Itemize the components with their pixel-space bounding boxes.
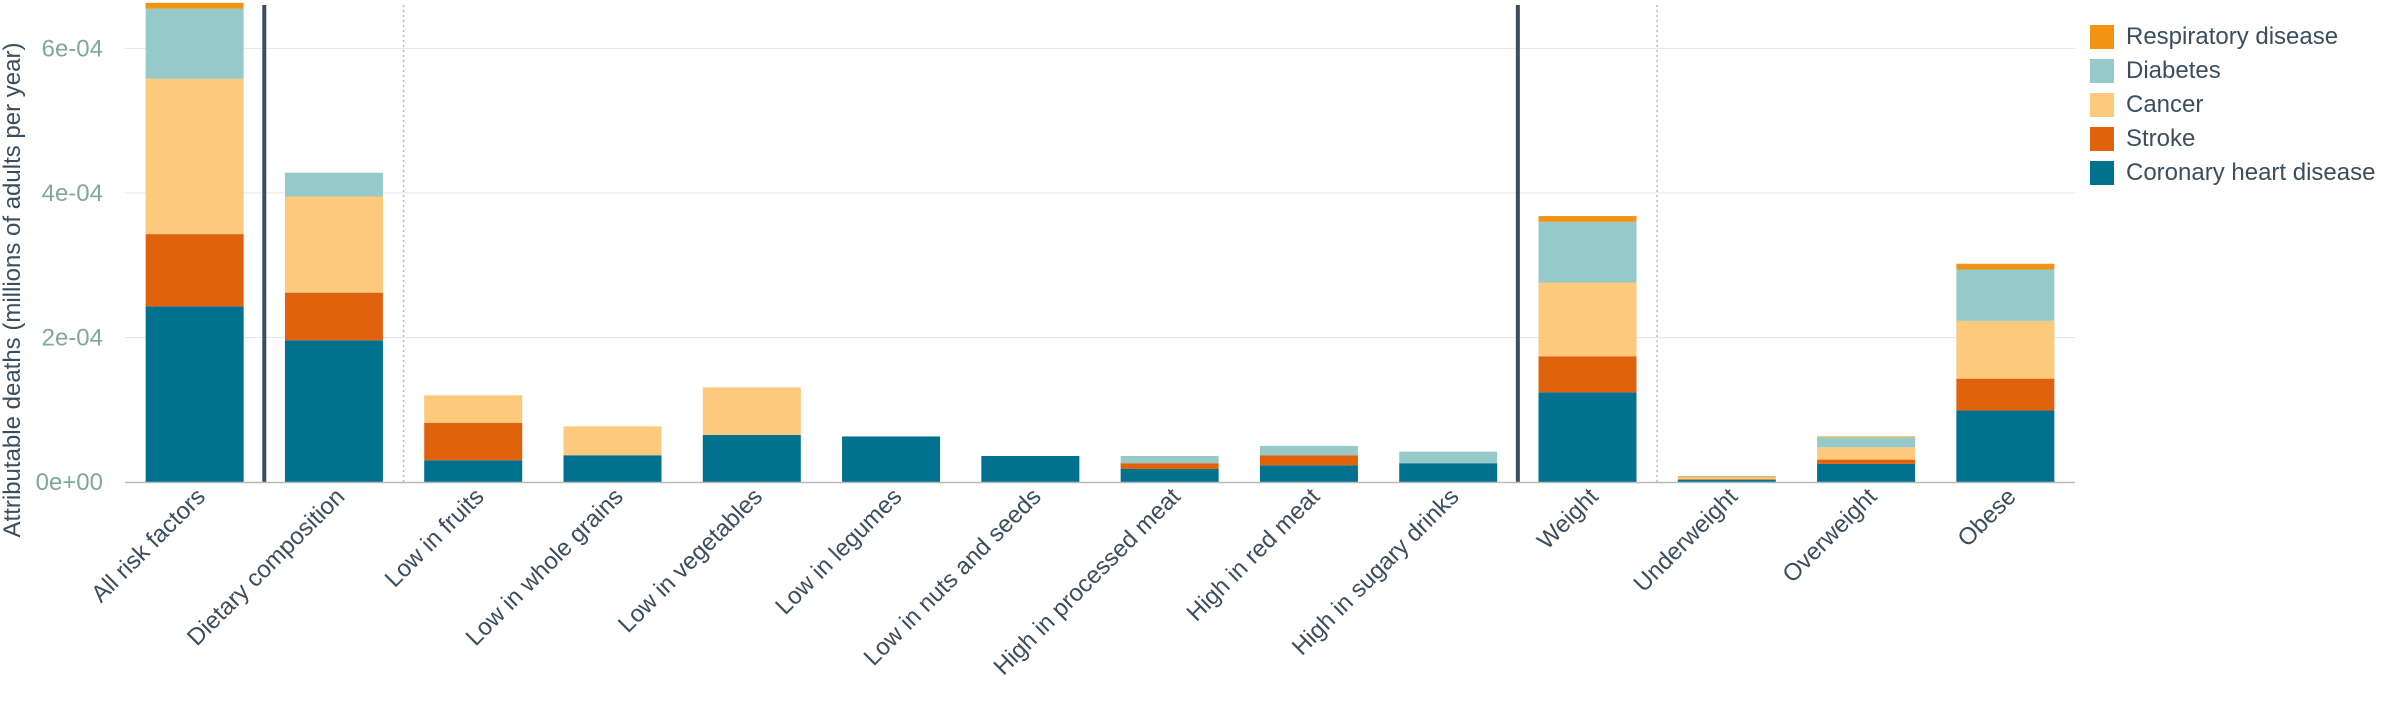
y-tick-label: 0e+00 [36, 469, 103, 496]
bar-segment [1259, 465, 1358, 482]
legend-swatch [2090, 93, 2114, 117]
bar-segment [563, 455, 662, 482]
bar-layer [145, 2, 2055, 482]
legend-item[interactable]: Coronary heart disease [2090, 156, 2375, 190]
bar-segment [1677, 476, 1776, 477]
bar-segment [145, 8, 244, 79]
x-tick-label: High in red meat [1182, 483, 1326, 627]
bar-segment [1956, 410, 2055, 482]
legend-label: Stroke [2126, 125, 2196, 152]
bar-segment [1120, 455, 1219, 464]
bar-segment [1817, 459, 1916, 464]
bar-segment [1817, 436, 1916, 438]
bar-segment [284, 172, 383, 197]
legend-swatch [2090, 59, 2114, 83]
bar-segment [1538, 282, 1637, 357]
legend-item[interactable]: Respiratory disease [2090, 20, 2375, 54]
x-tick-label: Low in vegetables [613, 483, 768, 638]
y-tick-label: 6e-04 [42, 35, 103, 62]
x-tick-label: Low in whole grains [461, 483, 629, 651]
legend-label: Diabetes [2126, 57, 2221, 84]
x-tick-label: Overweight [1777, 483, 1882, 588]
legend-item[interactable]: Diabetes [2090, 54, 2375, 88]
bar-segment [424, 422, 523, 461]
legend-label: Coronary heart disease [2126, 159, 2376, 186]
grid-layer [125, 47, 2075, 338]
separator-layer [262, 5, 1658, 482]
bar-segment [1677, 479, 1776, 480]
bar-segment [842, 436, 941, 482]
bar-segment [1399, 463, 1498, 482]
bar-segment [1956, 320, 2055, 379]
y-axis-title: Attributable deaths (millions of adults … [0, 43, 26, 538]
bar-segment [1817, 447, 1916, 460]
bar-segment [424, 395, 523, 423]
legend-swatch [2090, 161, 2114, 185]
bar-segment [1120, 468, 1219, 482]
bar-segment [702, 387, 801, 436]
bar-segment [1956, 378, 2055, 411]
bar-segment [1538, 356, 1637, 393]
legend-swatch [2090, 127, 2114, 151]
bar-segment [1120, 463, 1219, 469]
x-tick-label: All risk factors [86, 483, 211, 608]
x-tick-label: Low in legumes [770, 483, 907, 620]
legend-item[interactable]: Cancer [2090, 88, 2375, 122]
bar-segment [284, 340, 383, 482]
bar-segment [1399, 451, 1498, 464]
bar-segment [1677, 479, 1776, 482]
bar-segment [1817, 437, 1916, 448]
bar-segment [1956, 263, 2055, 270]
legend-swatch [2090, 25, 2114, 49]
bar-segment [563, 426, 662, 456]
bar-segment [1677, 476, 1776, 478]
bar-segment [1259, 455, 1358, 466]
bar-segment [1956, 269, 2055, 321]
bar-segment [1817, 463, 1916, 482]
bar-segment [1677, 477, 1776, 480]
x-tick-label: Low in fruits [380, 483, 490, 593]
bar-segment [145, 78, 244, 235]
legend-label: Cancer [2126, 91, 2204, 118]
x-tick-label: Dietary composition [182, 483, 350, 651]
bar-segment [145, 2, 244, 9]
bar-segment [145, 306, 244, 482]
y-tick-label: 2e-04 [42, 324, 103, 351]
chart-legend: Respiratory disease Diabetes Cancer Stroke C… [2090, 20, 2375, 190]
bar-segment [1538, 216, 1637, 222]
bar-segment [284, 292, 383, 341]
bar-segment [1259, 445, 1358, 456]
x-tick-label: Weight [1532, 483, 1604, 555]
bar-segment [981, 455, 1080, 482]
legend-label: Respiratory disease [2126, 23, 2339, 50]
bar-segment [284, 196, 383, 293]
bar-segment [1538, 392, 1637, 482]
x-tick-label: Obese [1953, 483, 2022, 552]
bar-segment [145, 234, 244, 307]
x-tick-label: Underweight [1629, 483, 1744, 598]
bar-segment [1538, 221, 1637, 283]
legend-item[interactable]: Stroke [2090, 122, 2375, 156]
bar-segment [702, 435, 801, 482]
bar-segment [424, 460, 523, 482]
y-tick-label: 4e-04 [42, 180, 103, 207]
